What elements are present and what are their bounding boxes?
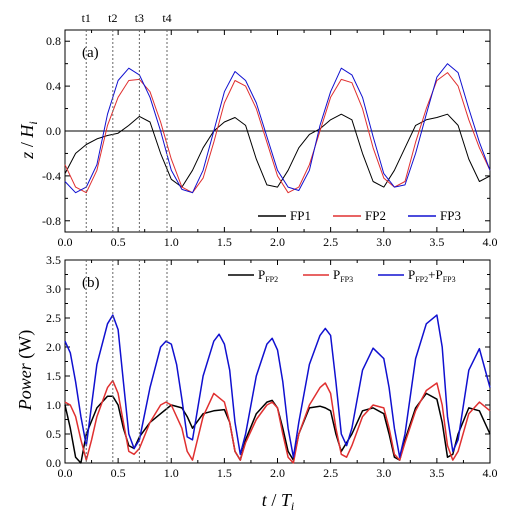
panel-a-x-tick-label: 2.0 bbox=[270, 235, 285, 249]
panel-b-y-tick-label: 3.5 bbox=[46, 253, 61, 267]
panel-b-y-tick-label: 2.0 bbox=[46, 340, 61, 354]
panel-b-xlabel: t / Ti bbox=[262, 490, 294, 513]
panel-b-ylabel: Power (W) bbox=[15, 330, 36, 411]
panel-a-x-tick-label: 0.0 bbox=[58, 235, 73, 249]
time-marker-label: t1 bbox=[82, 11, 91, 25]
panel-a-ylabel: z / Hi bbox=[17, 121, 40, 159]
time-marker-label: t4 bbox=[162, 11, 171, 25]
xlabel-sep: / bbox=[267, 490, 281, 510]
legend-b-label-0: PFP2 bbox=[258, 267, 278, 284]
panel-b-y-tick-label: 1.5 bbox=[46, 369, 61, 383]
panel-b-y-tick-label: 0.5 bbox=[46, 427, 61, 441]
panel-a-legend: FP1 FP2 FP3 bbox=[258, 208, 461, 223]
panel-b-y-tick-label: 3.0 bbox=[46, 282, 61, 296]
panel-a-x-tick-label: 2.5 bbox=[323, 235, 338, 249]
panel-b-x-tick-label: 0.5 bbox=[111, 466, 126, 480]
panel-a-label: (a) bbox=[82, 45, 99, 61]
panel-a-x-tick-label: 1.5 bbox=[217, 235, 232, 249]
panel-b-x-tick-label: 1.0 bbox=[164, 466, 179, 480]
svg-text:z / Hi: z / Hi bbox=[17, 121, 40, 159]
panel-b-ylabel-power: Power bbox=[15, 362, 35, 411]
xlabel-T: T bbox=[281, 490, 293, 510]
xlabel-sub: i bbox=[291, 499, 294, 513]
panel-b-y-tick-label: 2.5 bbox=[46, 311, 61, 325]
panel-a-ylabel-sub: i bbox=[26, 121, 40, 124]
panel-a-ylabel-h: H bbox=[17, 124, 37, 139]
panel-b-x-tick-label: 1.5 bbox=[217, 466, 232, 480]
panel-a-x-tick-label: 0.5 bbox=[111, 235, 126, 249]
panel-a-y-tick-label: 0.4 bbox=[46, 79, 61, 93]
panel-a-series-fp3 bbox=[64, 63, 491, 194]
legend-label-fp1: FP1 bbox=[290, 208, 311, 223]
panel-b: (b) Power (W) t / Ti 0.0 0.5 1.0 1.5 2.0 2.5 3… bbox=[15, 253, 498, 513]
legend-label-fp2: FP2 bbox=[365, 208, 386, 223]
panel-a-y-tick-label: -0.4 bbox=[42, 169, 61, 183]
panel-b-series-pfp2-plus-pfp3 bbox=[64, 314, 491, 458]
svg-text:Power (W): Power (W) bbox=[15, 330, 36, 411]
panel-b-x-tick-label: 4.0 bbox=[483, 466, 498, 480]
panel-a-y-tick-label: 0.0 bbox=[46, 124, 61, 138]
panel-b-ylabel-unit: (W) bbox=[15, 330, 36, 363]
panel-b-x-tick-label: 0.0 bbox=[58, 466, 73, 480]
panel-a-y-tick-label: -0.8 bbox=[42, 214, 61, 228]
panel-b-label: (b) bbox=[82, 275, 100, 291]
legend-b-label-1: PFP3 bbox=[333, 267, 353, 284]
time-markers: t1 t2 t3 t4 bbox=[82, 11, 172, 463]
panel-a-x-tick-label: 1.0 bbox=[164, 235, 179, 249]
panel-b-y-tick-label: 0.0 bbox=[46, 456, 61, 470]
panel-a-ylabel-sep: / bbox=[17, 138, 37, 152]
panel-b-x-tick-label: 2.0 bbox=[270, 466, 285, 480]
panel-b-x-tick-label: 3.5 bbox=[429, 466, 444, 480]
panel-b-x-tick-label: 2.5 bbox=[323, 466, 338, 480]
panel-a-x-tick-label: 3.0 bbox=[376, 235, 391, 249]
panel-a-series-fp2 bbox=[64, 72, 491, 194]
panel-b-series-pfp3 bbox=[64, 379, 491, 464]
panel-a-y-tick-label: 0.8 bbox=[46, 34, 61, 48]
panel-a: (a) z / Hi 0.0 0.5 1.0 1.5 2.0 2.5 3.0 3.5 4.0 -0… bbox=[17, 29, 498, 249]
panel-a-x-tick-label: 4.0 bbox=[483, 235, 498, 249]
time-marker-label: t2 bbox=[108, 11, 117, 25]
xlabel-t: t bbox=[262, 490, 268, 510]
legend-label-fp3: FP3 bbox=[440, 208, 461, 223]
panel-b-y-tick-label: 1.0 bbox=[46, 398, 61, 412]
panel-b-legend: PFP2 PFP3 PFP2+PFP3 bbox=[228, 267, 456, 284]
panel-a-ylabel-var: z bbox=[17, 152, 37, 160]
panel-a-x-tick-label: 3.5 bbox=[429, 235, 444, 249]
svg-text:t / Ti: t / Ti bbox=[262, 490, 294, 513]
legend-b-label-2: PFP2+PFP3 bbox=[408, 267, 456, 284]
panel-b-x-tick-label: 3.0 bbox=[376, 466, 391, 480]
panel-a-series-fp1 bbox=[64, 113, 491, 188]
time-marker-label: t3 bbox=[135, 11, 144, 25]
